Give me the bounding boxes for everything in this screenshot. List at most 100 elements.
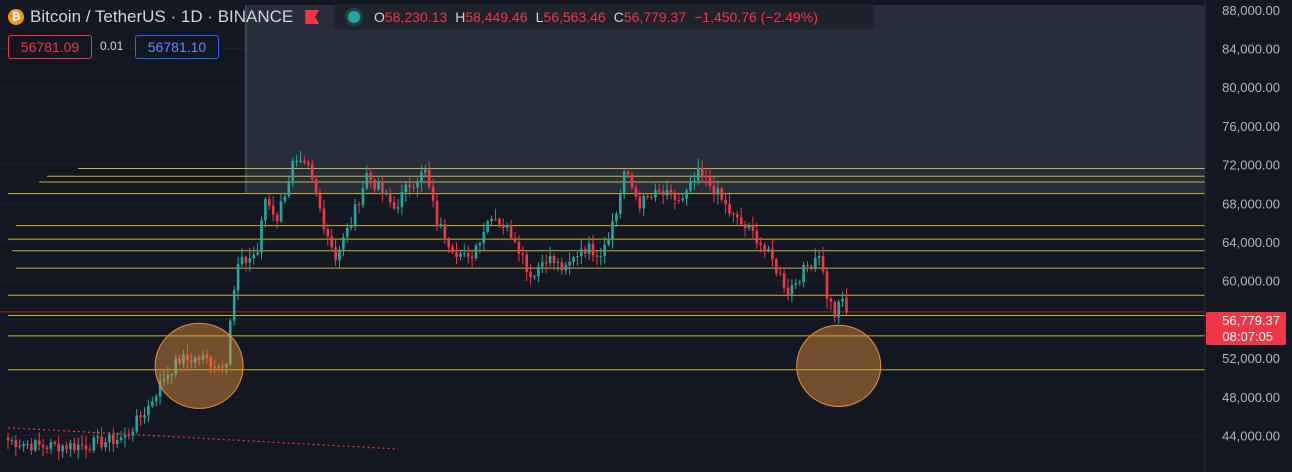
candle-body <box>704 176 708 178</box>
candle-body <box>310 164 314 180</box>
candle-body <box>650 197 653 199</box>
candle-body <box>630 174 634 188</box>
candle-body <box>829 298 833 302</box>
candle-body <box>318 194 322 209</box>
candle-body <box>388 193 392 203</box>
candle-body <box>431 186 435 201</box>
candle-body <box>424 169 427 173</box>
candle-body <box>790 285 794 295</box>
highlight-box-rect <box>245 5 1205 194</box>
candle-body <box>80 444 84 446</box>
candle-body <box>162 379 166 382</box>
candle-body <box>611 221 614 239</box>
candle-body <box>443 224 447 240</box>
candle-body <box>607 238 610 245</box>
candle-body <box>576 256 579 258</box>
trendline-line <box>7 427 399 450</box>
candle-body <box>509 225 513 239</box>
close-value: 56,779.37 <box>623 9 687 25</box>
candle-body <box>669 189 673 193</box>
candle-body <box>732 213 735 215</box>
candle-body <box>256 252 259 255</box>
buy-button[interactable]: 56781.10 <box>135 35 219 59</box>
countdown-label: 08:07:05 <box>1222 329 1273 344</box>
candle-body <box>326 229 330 237</box>
candle-body <box>755 230 759 244</box>
candle-body <box>252 254 255 259</box>
candle-body <box>825 271 829 299</box>
candle-body <box>108 434 111 443</box>
candle-body <box>147 405 150 416</box>
candle-body <box>513 238 517 242</box>
candle-body <box>182 354 185 364</box>
candle-body <box>61 445 64 452</box>
trendline <box>7 427 399 450</box>
symbol-legend[interactable]: ₿ Bitcoin / TetherUS · 1D · BINANCE <box>8 6 320 28</box>
candle-body <box>806 264 809 267</box>
candle-body <box>377 182 380 190</box>
candle-body <box>572 257 575 263</box>
candle-body <box>197 357 201 360</box>
candle-body <box>490 218 493 222</box>
candle-body <box>626 171 630 175</box>
candle-body <box>201 354 205 360</box>
candle-body <box>353 204 357 226</box>
market-status-icon[interactable] <box>348 11 360 23</box>
candle-body <box>346 227 349 238</box>
candle-body <box>665 189 669 196</box>
candle-body <box>154 396 158 402</box>
candle-body <box>697 167 700 181</box>
candle-body <box>451 247 454 253</box>
spread-value: 0.01 <box>100 39 124 53</box>
candle-body <box>84 445 88 450</box>
last-price-label: 56,779.37 <box>1222 313 1280 328</box>
candle-body <box>837 301 840 318</box>
open-value: 58,230.13 <box>384 9 448 25</box>
highlight-zones <box>154 322 882 409</box>
candle-body <box>232 290 236 321</box>
price-tick-label: 80,000.00 <box>1222 80 1280 95</box>
candle-body <box>786 287 790 295</box>
candle-body <box>342 237 345 250</box>
candle-body <box>295 160 298 162</box>
candle-body <box>264 199 267 221</box>
flag-icon[interactable] <box>305 10 320 24</box>
candle-body <box>115 440 119 444</box>
candle-body <box>18 445 21 447</box>
symbol-title[interactable]: Bitcoin / TetherUS · 1D · BINANCE <box>30 7 294 26</box>
candle-body <box>552 255 556 263</box>
candle-body <box>716 188 720 195</box>
candle-body <box>517 241 521 254</box>
candle-body <box>833 301 837 318</box>
price-tick-label: 44,000.00 <box>1222 428 1280 443</box>
sell-button[interactable]: 56781.09 <box>8 35 92 59</box>
candle-body <box>34 440 37 451</box>
horizontal-levels <box>0 167 1205 371</box>
candle-body <box>69 443 72 450</box>
candle-body <box>537 266 540 277</box>
candle-body <box>767 248 770 250</box>
candle-body <box>158 381 162 397</box>
candle-body <box>455 252 458 257</box>
candle-body <box>525 254 528 272</box>
candle-body <box>502 224 505 228</box>
candle-body <box>845 297 848 312</box>
candle-body <box>775 259 778 274</box>
candle-body <box>603 244 606 256</box>
candle-body <box>76 444 80 451</box>
candle-body <box>673 192 677 200</box>
candle-body <box>400 192 404 208</box>
candle-body <box>322 208 326 230</box>
candle-body <box>439 224 443 227</box>
candle-body <box>599 255 603 257</box>
price-tick-label: 52,000.00 <box>1222 351 1280 366</box>
candle-body <box>151 401 154 406</box>
low-label: L <box>535 9 544 25</box>
candle-body <box>505 225 509 228</box>
candle-body <box>817 255 821 259</box>
candle-body <box>88 449 92 451</box>
candle-body <box>174 358 177 375</box>
candle-body <box>57 443 60 452</box>
price-tick-label: 88,000.00 <box>1222 3 1280 18</box>
